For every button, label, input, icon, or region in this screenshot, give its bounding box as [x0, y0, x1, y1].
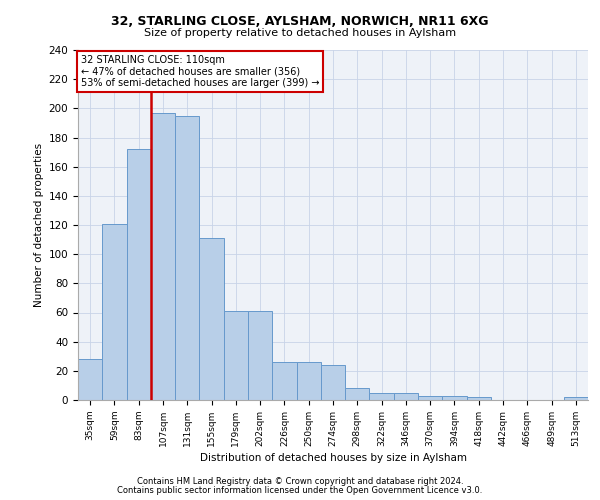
- Bar: [370, 392, 394, 400]
- Bar: [296, 362, 321, 400]
- Bar: [151, 112, 175, 400]
- X-axis label: Distribution of detached houses by size in Aylsham: Distribution of detached houses by size …: [199, 453, 467, 463]
- Bar: [418, 396, 442, 400]
- Bar: [175, 116, 199, 400]
- Bar: [224, 311, 248, 400]
- Bar: [102, 224, 127, 400]
- Text: 32, STARLING CLOSE, AYLSHAM, NORWICH, NR11 6XG: 32, STARLING CLOSE, AYLSHAM, NORWICH, NR…: [111, 15, 489, 28]
- Text: Contains public sector information licensed under the Open Government Licence v3: Contains public sector information licen…: [118, 486, 482, 495]
- Bar: [199, 238, 224, 400]
- Bar: [564, 397, 588, 400]
- Bar: [442, 396, 467, 400]
- Bar: [78, 359, 102, 400]
- Text: 32 STARLING CLOSE: 110sqm
← 47% of detached houses are smaller (356)
53% of semi: 32 STARLING CLOSE: 110sqm ← 47% of detac…: [80, 56, 319, 88]
- Bar: [248, 311, 272, 400]
- Bar: [467, 397, 491, 400]
- Text: Size of property relative to detached houses in Aylsham: Size of property relative to detached ho…: [144, 28, 456, 38]
- Bar: [272, 362, 296, 400]
- Bar: [127, 149, 151, 400]
- Text: Contains HM Land Registry data © Crown copyright and database right 2024.: Contains HM Land Registry data © Crown c…: [137, 477, 463, 486]
- Bar: [394, 392, 418, 400]
- Y-axis label: Number of detached properties: Number of detached properties: [34, 143, 44, 307]
- Bar: [345, 388, 370, 400]
- Bar: [321, 365, 345, 400]
